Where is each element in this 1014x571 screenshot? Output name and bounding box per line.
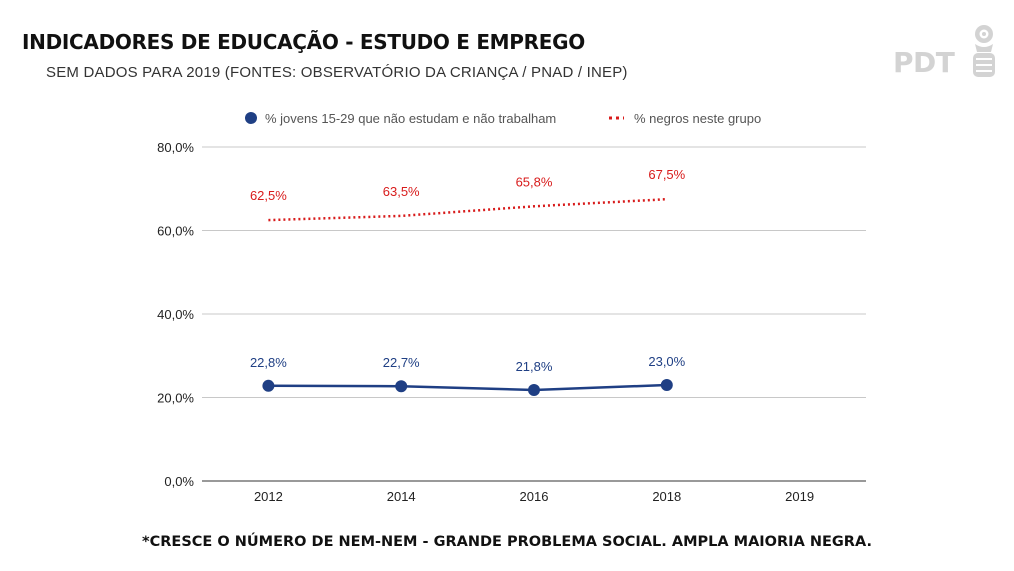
fist-and-rose-icon: [973, 25, 995, 77]
legend-marker-jovens: [245, 112, 257, 124]
data-label: 22,8%: [250, 355, 287, 370]
chart-title: INDICADORES DE EDUCAÇÃO - ESTUDO E EMPRE…: [22, 30, 585, 54]
gridlines: [202, 146, 866, 482]
data-label: 21,8%: [516, 359, 553, 374]
series-line-jovens: [268, 383, 667, 392]
legend-label-jovens: % jovens 15-29 que não estudam e não tra…: [265, 111, 556, 126]
data-label: 22,7%: [383, 355, 420, 370]
data-label: 65,8%: [516, 174, 553, 189]
y-tick-label: 0,0%: [164, 474, 194, 489]
data-label: 23,0%: [648, 354, 685, 369]
series-line-negros: [268, 197, 667, 222]
y-tick-label: 60,0%: [157, 224, 194, 239]
data-point: [528, 383, 540, 396]
data-label: 63,5%: [383, 184, 420, 199]
y-tick-label: 40,0%: [157, 307, 194, 322]
series: 22,8% 22,7% 21,8% 23,0% 62,5% 63,5% 65,8% 67,5%: [250, 167, 686, 396]
data-label: 67,5%: [648, 167, 685, 182]
x-tick-label: 2018: [652, 489, 681, 504]
logo-text: PDT: [893, 46, 955, 79]
y-tick-label: 80,0%: [157, 140, 194, 155]
data-point: [262, 379, 275, 392]
footer-note: *CRESCE O NÚMERO DE NEM-NEM - GRANDE PRO…: [142, 534, 872, 550]
data-point: [395, 380, 408, 393]
chart-subtitle: SEM DADOS PARA 2019 (FONTES: OBSERVATÓRI…: [46, 64, 628, 81]
legend: % jovens 15-29 que não estudam e não tra…: [245, 111, 761, 126]
y-tick-label: 20,0%: [157, 391, 194, 406]
x-tick-label: 2014: [387, 489, 416, 504]
legend-label-negros: % negros neste grupo: [634, 111, 761, 126]
x-tick-label: 2012: [254, 489, 283, 504]
x-tick-label: 2019: [785, 489, 814, 504]
pdt-logo: PDT: [893, 22, 1003, 82]
x-axis: 2012 2014 2016 2018 2019: [254, 489, 814, 504]
data-label: 62,5%: [250, 188, 287, 203]
data-point: [660, 378, 673, 391]
x-tick-label: 2016: [520, 489, 549, 504]
y-axis: 0,0% 20,0% 40,0% 60,0% 80,0%: [157, 140, 194, 489]
